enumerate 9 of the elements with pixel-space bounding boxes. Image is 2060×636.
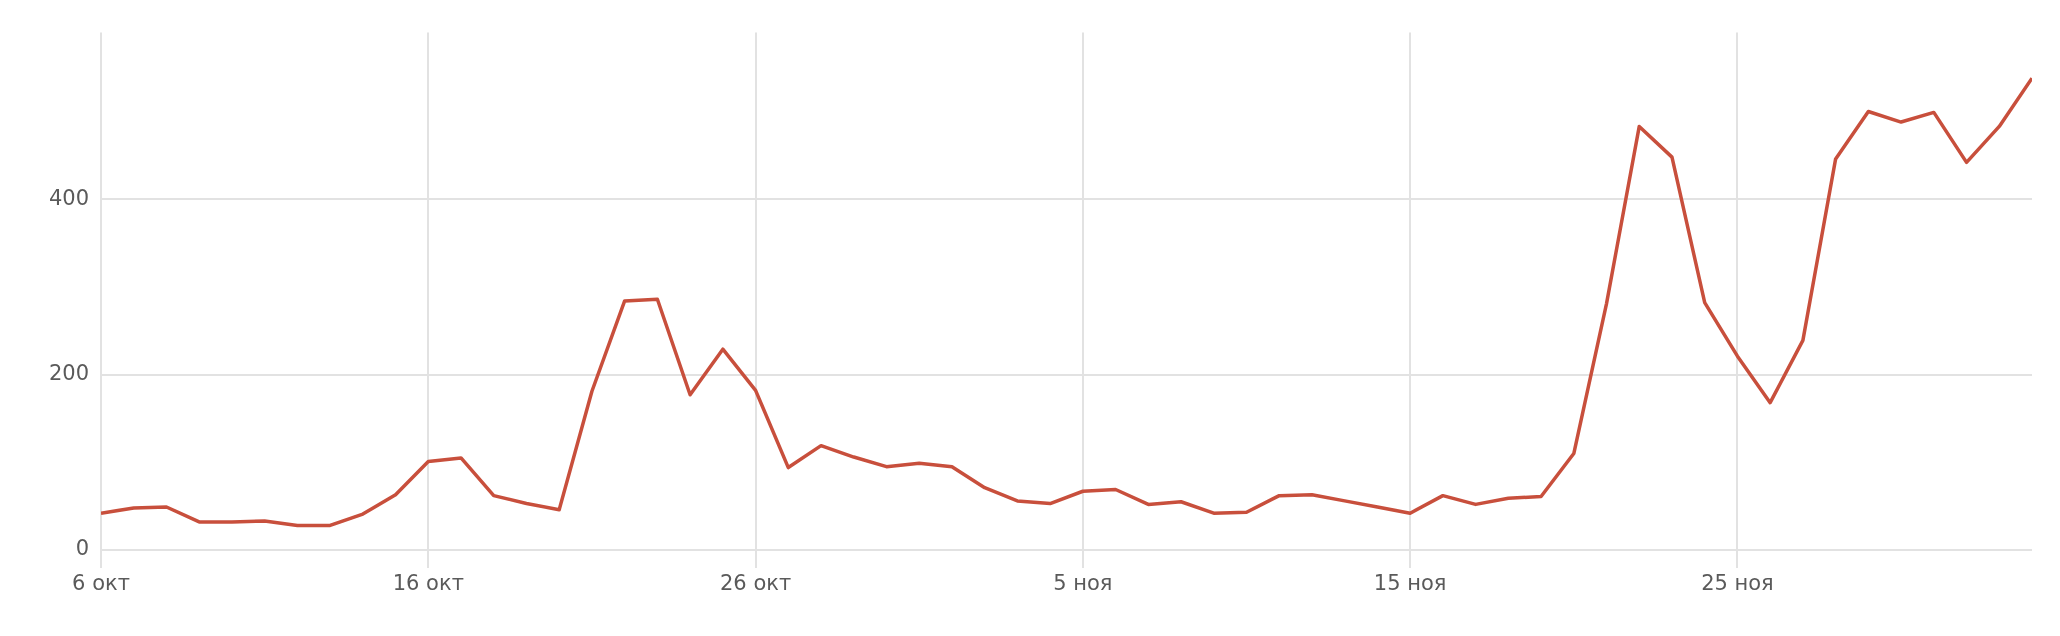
y-tick-label: 400 — [48, 185, 89, 210]
x-tick-label: 15 ноя — [1373, 571, 1447, 596]
x-tick-label: 5 ноя — [1053, 571, 1113, 596]
x-tick-label: 6 окт — [72, 571, 130, 596]
y-tick-label: 200 — [48, 361, 89, 386]
x-tick-label: 26 окт — [719, 571, 792, 596]
y-tick-label: 0 — [75, 536, 89, 561]
x-tick-label: 16 окт — [392, 571, 464, 596]
x-tick-label: 25 ноя — [1701, 571, 1774, 596]
